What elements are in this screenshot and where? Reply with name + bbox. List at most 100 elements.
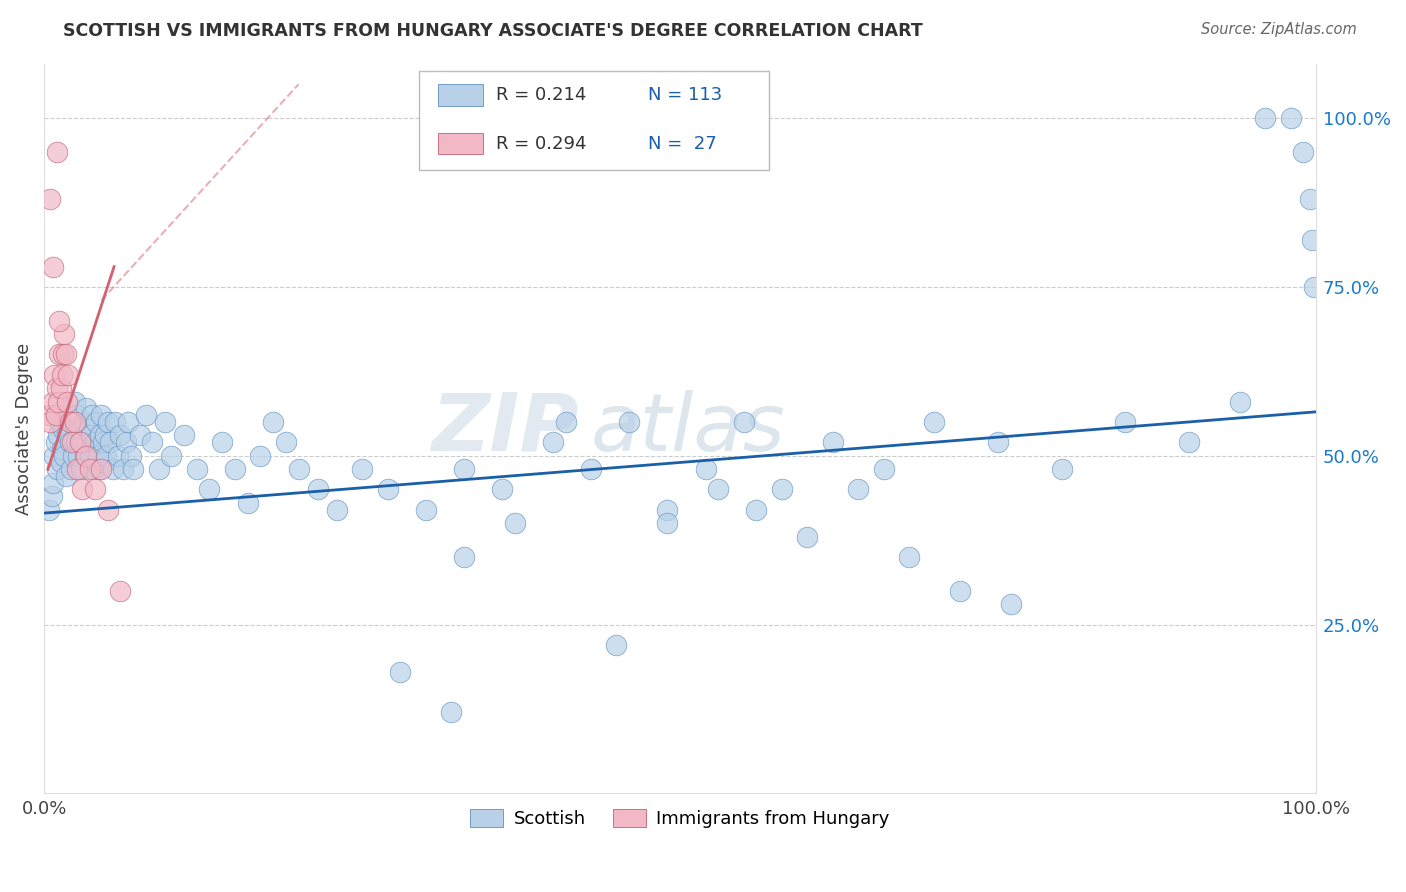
Point (53, 449, 76, 463)
Point (46, 428, 69, 442)
Point (1279, 111, 1302, 125)
Point (66, 408, 89, 422)
Point (72, 415, 94, 429)
Point (1229, 394, 1251, 409)
Point (79, 449, 101, 463)
Point (91, 435, 114, 450)
Point (42, 475, 65, 490)
Point (186, 462, 208, 476)
Text: SCOTTISH VS IMMIGRANTS FROM HUNGARY ASSOCIATE'S DEGREE CORRELATION CHART: SCOTTISH VS IMMIGRANTS FROM HUNGARY ASSO… (63, 22, 922, 40)
Point (75, 449, 97, 463)
Point (1000, 597, 1022, 611)
Point (73, 449, 96, 463)
Point (66, 462, 89, 476)
Point (745, 502, 768, 516)
Point (821, 435, 844, 450)
Point (98, 435, 121, 450)
Point (287, 462, 309, 476)
Point (60, 435, 83, 450)
Point (1302, 280, 1324, 294)
Point (52, 347, 75, 361)
Point (97, 502, 120, 516)
Point (707, 483, 730, 497)
Point (605, 638, 627, 652)
Y-axis label: Associate's Degree: Associate's Degree (15, 343, 32, 515)
Text: N =  27: N = 27 (648, 135, 717, 153)
Point (1050, 462, 1073, 476)
Point (67, 449, 90, 463)
Point (1299, 192, 1322, 206)
Point (58, 415, 80, 429)
Point (453, 549, 475, 564)
Point (90, 462, 112, 476)
Point (59, 462, 82, 476)
Point (846, 483, 869, 497)
Point (249, 449, 271, 463)
Point (128, 428, 150, 442)
Point (84, 483, 107, 497)
Point (58, 408, 80, 422)
Point (51, 442, 73, 456)
Point (83, 462, 105, 476)
Point (53, 327, 76, 342)
Point (39, 415, 62, 429)
Point (72, 435, 94, 450)
Point (42, 394, 65, 409)
Point (96, 449, 118, 463)
Text: Source: ZipAtlas.com: Source: ZipAtlas.com (1201, 22, 1357, 37)
Point (657, 502, 679, 516)
Point (45, 435, 67, 450)
Point (1114, 415, 1136, 429)
FancyBboxPatch shape (419, 71, 769, 169)
Point (63, 415, 86, 429)
Text: ZIP: ZIP (432, 390, 578, 467)
Point (111, 462, 134, 476)
Point (352, 462, 374, 476)
Point (949, 583, 972, 598)
Point (94, 428, 117, 442)
Point (56, 394, 79, 409)
Point (38, 408, 60, 422)
Bar (439, 133, 482, 154)
Point (46, 394, 69, 409)
Point (101, 462, 124, 476)
Point (110, 428, 132, 442)
Point (90, 408, 112, 422)
Point (45, 381, 67, 395)
Point (325, 502, 347, 516)
Point (45, 408, 67, 422)
Point (63, 394, 86, 409)
Point (51, 368, 73, 382)
Point (211, 435, 233, 450)
Text: N = 113: N = 113 (648, 87, 723, 104)
Point (87, 462, 110, 476)
Point (120, 449, 142, 463)
Point (97, 415, 120, 429)
Point (898, 549, 921, 564)
Point (44, 449, 66, 463)
Point (1178, 435, 1201, 450)
Point (44, 368, 66, 382)
Point (58, 435, 80, 450)
Point (76, 435, 98, 450)
Text: R = 0.214: R = 0.214 (496, 87, 586, 104)
Point (49, 455, 72, 469)
Point (224, 462, 246, 476)
Point (82, 408, 104, 422)
Legend: Scottish, Immigrants from Hungary: Scottish, Immigrants from Hungary (463, 802, 897, 836)
Point (770, 483, 793, 497)
Point (160, 449, 183, 463)
Point (75, 401, 97, 416)
Point (84, 435, 107, 450)
Point (60, 415, 83, 429)
Point (554, 415, 576, 429)
Point (70, 462, 93, 476)
Point (415, 502, 437, 516)
Point (135, 408, 157, 422)
Point (80, 428, 103, 442)
Point (503, 516, 526, 531)
Point (84, 415, 107, 429)
Point (619, 415, 641, 429)
Point (55, 347, 77, 361)
Point (236, 496, 259, 510)
